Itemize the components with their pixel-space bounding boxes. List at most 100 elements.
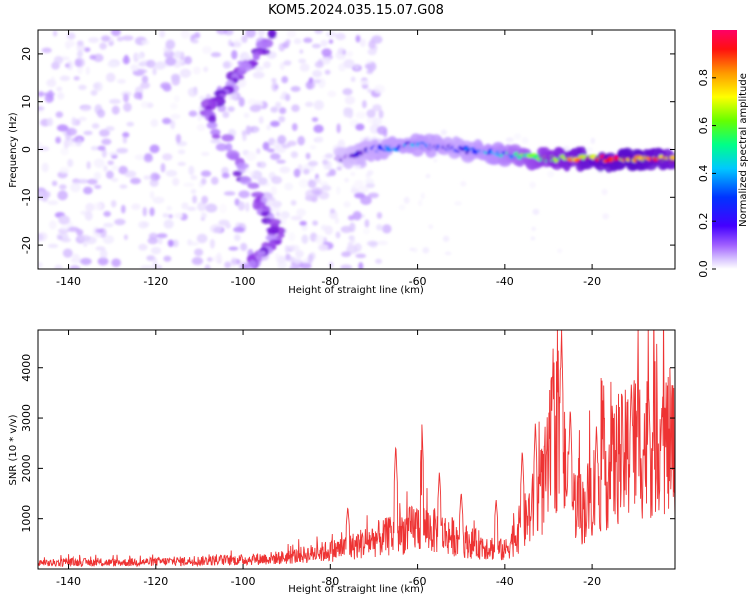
band-blob xyxy=(255,40,269,50)
x-tick-label: -100 xyxy=(231,575,256,588)
noise-blob xyxy=(224,261,232,269)
noise-blob xyxy=(201,195,209,204)
noise-blob xyxy=(172,239,179,248)
noise-blob xyxy=(168,214,173,219)
noise-blob xyxy=(148,232,158,240)
x-tick-label: -140 xyxy=(56,575,81,588)
noise-blob xyxy=(56,86,63,92)
noise-blob xyxy=(460,181,467,187)
noise-blob xyxy=(93,158,105,168)
noise-blob xyxy=(293,168,301,178)
noise-blob xyxy=(337,47,345,55)
noise-blob xyxy=(84,47,91,52)
noise-blob xyxy=(135,39,140,45)
noise-blob xyxy=(357,185,369,194)
noise-blob xyxy=(253,66,265,71)
noise-blob xyxy=(590,137,595,144)
noise-blob xyxy=(149,207,155,217)
snr-frame xyxy=(37,329,676,570)
snr-y-label: SNR (10 * v/v) xyxy=(8,414,19,485)
noise-blob xyxy=(167,239,174,248)
noise-blob xyxy=(365,178,375,184)
noise-blob xyxy=(231,50,238,60)
noise-blob xyxy=(177,161,186,166)
noise-blob xyxy=(283,60,292,66)
noise-blob xyxy=(122,136,128,144)
noise-blob xyxy=(428,224,434,230)
noise-blob xyxy=(422,247,430,254)
noise-blob xyxy=(150,246,162,255)
noise-blob xyxy=(173,50,183,59)
noise-blob xyxy=(65,127,77,136)
snr-x-label: Height of straight line (km) xyxy=(288,584,424,595)
noise-blob xyxy=(263,61,271,69)
noise-blob xyxy=(285,39,291,45)
noise-blob xyxy=(85,202,95,212)
noise-blob xyxy=(196,124,206,132)
noise-blob xyxy=(281,143,291,149)
noise-blob xyxy=(191,39,199,44)
noise-blob xyxy=(67,158,74,168)
noise-blob xyxy=(38,262,43,268)
noise-blob xyxy=(440,129,447,136)
noise-blob xyxy=(314,30,323,34)
noise-blob xyxy=(355,253,367,259)
noise-blob xyxy=(109,98,121,104)
noise-blob xyxy=(353,243,362,252)
noise-blob xyxy=(334,217,340,224)
noise-blob xyxy=(352,210,362,221)
noise-blob xyxy=(343,58,355,69)
noise-blob xyxy=(174,213,183,219)
noise-blob xyxy=(122,56,131,65)
noise-blob xyxy=(228,246,239,251)
noise-blob xyxy=(191,257,204,266)
noise-blob xyxy=(140,264,153,269)
noise-blob xyxy=(299,49,304,54)
noise-blob xyxy=(270,185,277,196)
noise-blob xyxy=(123,102,132,112)
noise-blob xyxy=(258,116,264,124)
x-tick-label: -80 xyxy=(321,275,339,288)
band-blob xyxy=(232,170,243,177)
noise-blob xyxy=(162,84,172,92)
noise-blob xyxy=(192,195,198,204)
noise-blob xyxy=(202,46,212,55)
noise-blob xyxy=(420,192,425,200)
noise-blob xyxy=(77,50,84,58)
noise-blob xyxy=(312,69,323,78)
noise-blob xyxy=(206,257,213,262)
noise-blob xyxy=(285,253,291,260)
noise-blob xyxy=(99,42,107,50)
noise-blob xyxy=(38,146,50,151)
noise-blob xyxy=(342,88,353,96)
noise-blob xyxy=(141,101,149,109)
noise-blob xyxy=(314,60,324,69)
noise-blob xyxy=(442,235,450,242)
noise-blob xyxy=(289,264,300,269)
snr-x-axis: -140 -120 -100 -80 -60 -40 -20 xyxy=(56,330,601,588)
noise-blob xyxy=(154,61,166,70)
noise-blob xyxy=(365,135,371,142)
noise-blob xyxy=(190,188,197,195)
noise-blob xyxy=(92,82,100,90)
noise-blob xyxy=(210,139,222,144)
noise-blob xyxy=(216,30,228,35)
noise-blob xyxy=(152,257,158,267)
noise-blob xyxy=(38,233,44,242)
noise-blob xyxy=(159,30,166,38)
noise-blob xyxy=(359,38,367,48)
noise-blob xyxy=(103,211,111,217)
noise-blob xyxy=(309,144,317,150)
noise-blob xyxy=(276,159,286,164)
band-blob xyxy=(247,182,260,189)
noise-blob xyxy=(284,182,294,191)
noise-blob xyxy=(311,43,321,49)
noise-blob xyxy=(136,53,144,60)
noise-blob xyxy=(52,30,58,37)
noise-blob xyxy=(201,177,207,185)
x-tick-label: -60 xyxy=(409,575,427,588)
noise-blob xyxy=(324,225,333,235)
noise-blob xyxy=(278,115,286,123)
noise-blob xyxy=(266,124,271,131)
